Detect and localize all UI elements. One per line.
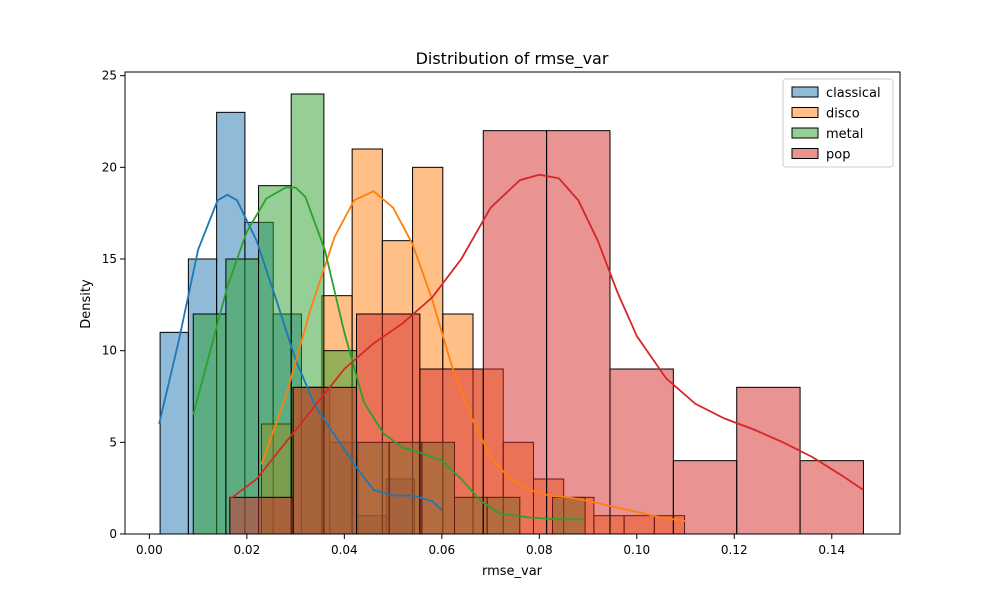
y-tick-label: 15 [102,252,117,266]
legend-swatch-metal [791,127,819,139]
x-tick-label: 0.14 [818,543,845,557]
legend-label-metal: metal [826,127,863,142]
x-tick-label: 0.00 [136,543,163,557]
bar-pop [799,460,864,535]
legend-label-classical: classical [826,86,881,101]
y-tick-label: 10 [102,344,117,358]
x-tick-label: 0.12 [721,543,748,557]
bar-pop [229,496,294,535]
plot-area: 0.00 0.02 0.04 0.06 0.08 0.10 0.12 0.14 0 5 10 15 20… [102,69,901,557]
y-tick-label: 20 [102,160,117,174]
legend-box [782,78,894,168]
chart-title: Distribution of rmse_var [416,49,609,69]
x-tick-label: 0.02 [233,543,260,557]
bar-pop [356,313,421,535]
bar-pop [609,368,674,535]
x-tick-label: 0.10 [623,543,650,557]
bar-pop [736,386,801,535]
bar-metal [225,258,260,535]
bar-metal [192,313,227,535]
y-tick-label: 25 [102,69,117,83]
legend-label-disco: disco [826,107,860,122]
bar-pop [419,368,484,535]
plot-frame [124,71,901,535]
bar-pop [292,386,358,535]
bar-metal [258,185,292,535]
legend-swatch-classical [791,86,819,98]
y-tick-label: 5 [109,435,117,449]
bar-pop [546,130,611,535]
x-tick-label: 0.08 [526,543,553,557]
x-tick-label: 0.06 [428,543,455,557]
legend-swatch-disco [791,107,819,118]
bar-pop [672,460,738,535]
kde-line-metal [192,186,584,521]
legend-label-pop: pop [826,148,850,163]
legend: classical disco metal pop [782,78,894,168]
kde-line-pop [229,173,864,500]
y-axis-label: Density [79,279,94,329]
kde-line-disco [260,190,686,523]
x-tick-label: 0.04 [331,543,358,557]
bar-classical [159,331,189,535]
y-tick-label: 0 [109,527,117,541]
x-axis-label: rmse_var [482,564,543,579]
legend-swatch-pop [791,148,819,159]
bar-pop [482,130,548,535]
